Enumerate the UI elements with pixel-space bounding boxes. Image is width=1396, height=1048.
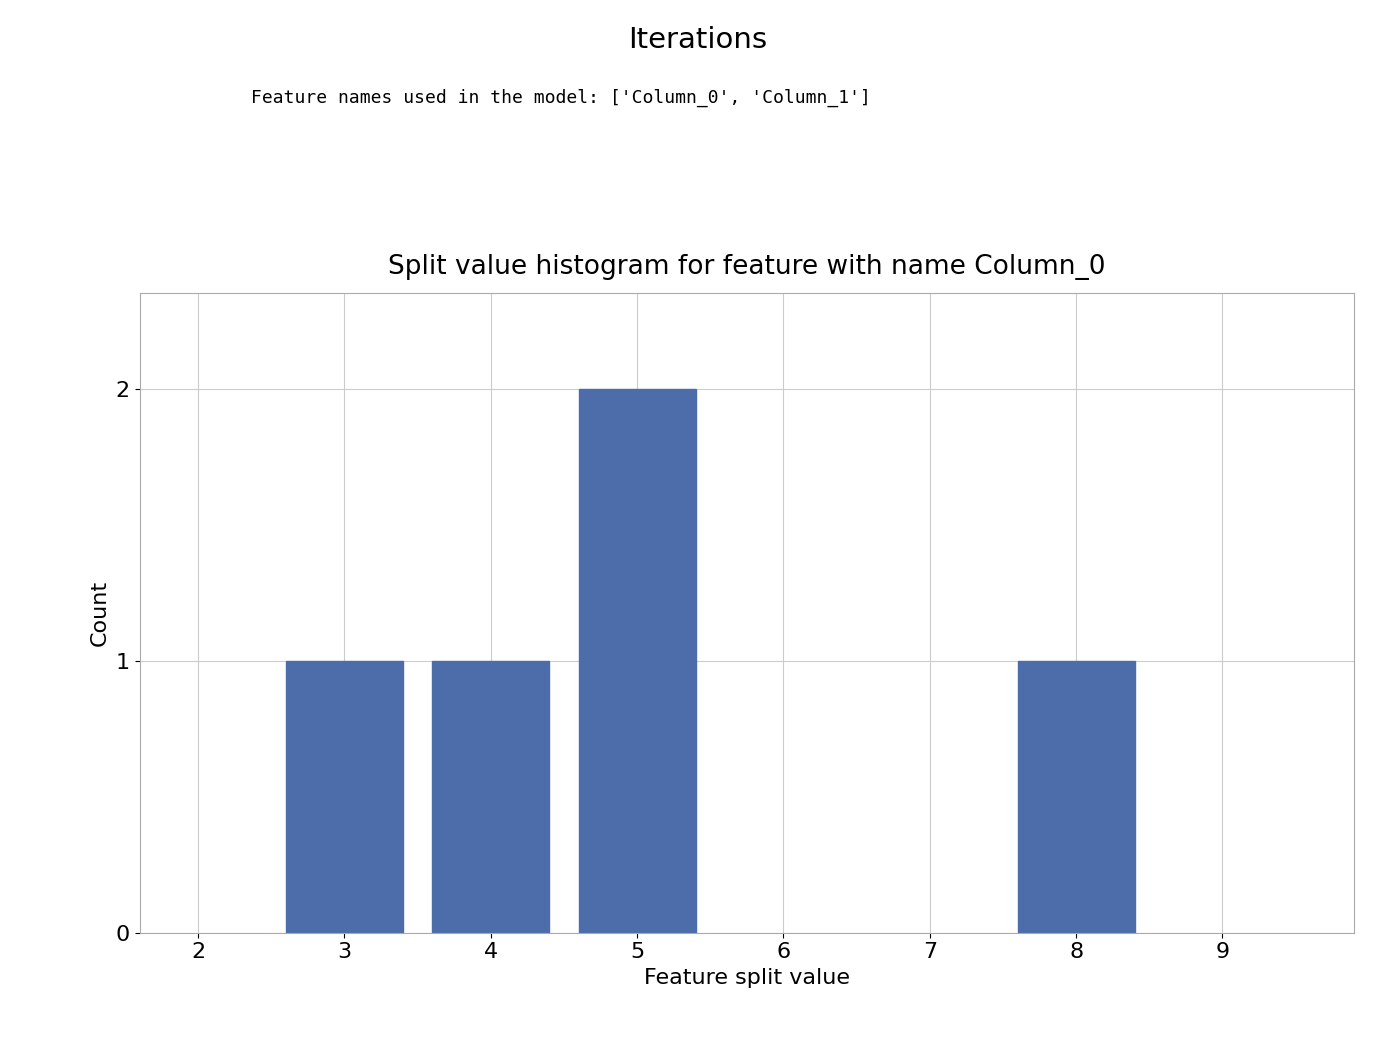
Bar bbox=[286, 660, 403, 933]
Text: Feature names used in the model: ['Column_0', 'Column_1']: Feature names used in the model: ['Colum… bbox=[251, 89, 871, 107]
Text: Iterations: Iterations bbox=[628, 26, 768, 54]
Bar bbox=[433, 660, 549, 933]
X-axis label: Feature split value: Feature split value bbox=[644, 968, 850, 988]
Bar bbox=[1018, 660, 1135, 933]
Title: Split value histogram for feature with name Column_0: Split value histogram for feature with n… bbox=[388, 254, 1106, 280]
Y-axis label: Count: Count bbox=[91, 580, 110, 647]
Bar bbox=[578, 389, 695, 933]
